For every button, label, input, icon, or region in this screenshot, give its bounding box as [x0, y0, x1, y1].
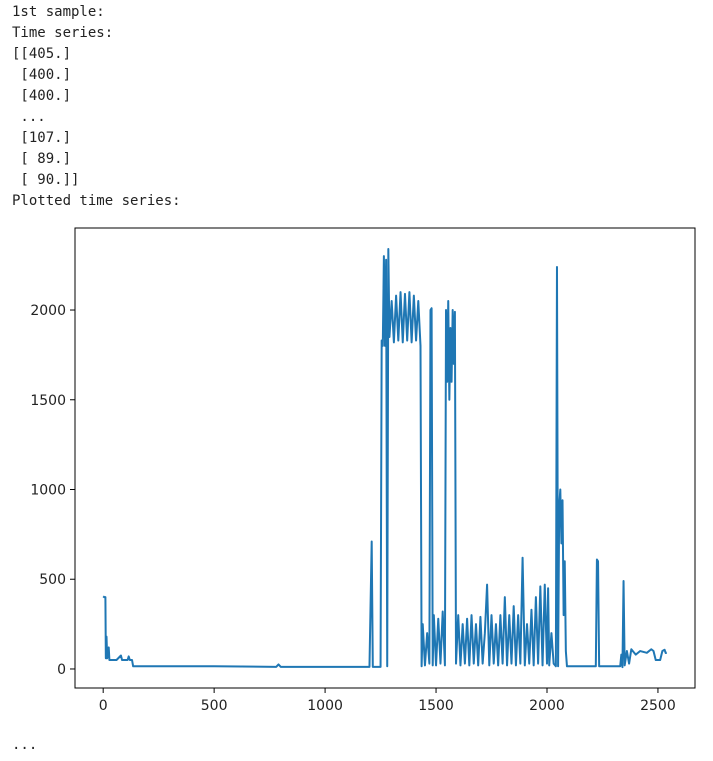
y-tick-label: 2000 [30, 303, 66, 319]
output-line: [107.] [12, 130, 72, 146]
x-tick-label: 1500 [418, 698, 454, 714]
x-tick-label: 2000 [529, 698, 565, 714]
data-line [102, 248, 667, 669]
output-line: [400.] [12, 67, 72, 83]
chart: 0 500 1000 1500 2000 2500 0 500 1000 1500 2000 [30, 227, 696, 714]
y-tick-label: 0 [57, 662, 66, 678]
x-tick-label: 2500 [640, 698, 676, 714]
output-line: 1st sample: [12, 4, 105, 20]
output-line: ... [12, 109, 46, 125]
output-line: Time series: [12, 25, 114, 41]
x-tick-label: 500 [201, 698, 228, 714]
y-tick-label: 1000 [30, 482, 66, 498]
y-tick-label: 500 [39, 572, 66, 588]
output-line: [[405.] [12, 46, 72, 62]
output-line: Plotted time series: [12, 193, 181, 209]
ellipsis: ... [12, 737, 38, 753]
x-tick-label: 0 [99, 698, 108, 714]
output-line: [400.] [12, 88, 72, 104]
plot-frame [74, 227, 696, 689]
output-line: [ 90.]] [12, 172, 80, 188]
x-tick-label: 1000 [307, 698, 343, 714]
y-tick-label: 1500 [30, 393, 66, 409]
output-line: [ 89.] [12, 151, 72, 167]
